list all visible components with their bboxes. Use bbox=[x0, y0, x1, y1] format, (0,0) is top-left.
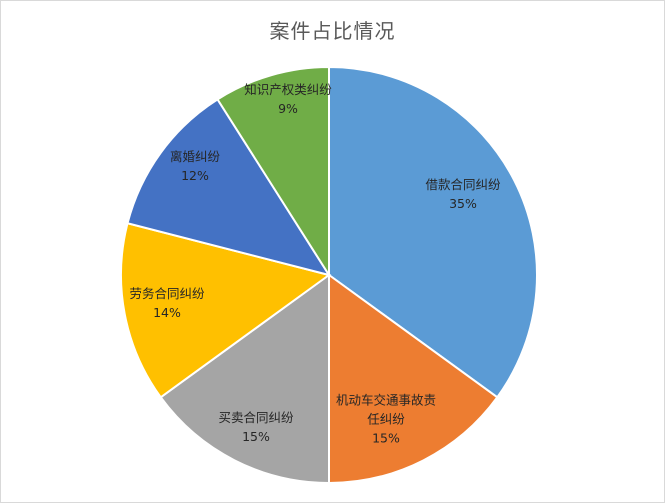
slice-percent-label: 35% bbox=[449, 196, 477, 211]
slice-name-label: 离婚纠纷 bbox=[170, 149, 221, 164]
slice-label-4: 劳务合同纠纷 14% bbox=[129, 286, 205, 320]
slice-percent-label: 15% bbox=[242, 429, 270, 444]
slice-name-label: 劳务合同纠纷 bbox=[129, 286, 205, 301]
pie-slice-2 bbox=[328, 273, 499, 485]
slice-label-5: 离婚纠纷 12% bbox=[170, 149, 221, 183]
slice-percent-label: 15% bbox=[372, 431, 400, 446]
slice-percent-label: 9% bbox=[278, 101, 298, 116]
chart-title: 案件占比情况 bbox=[269, 19, 396, 43]
slice-name-label: 任纠纷 bbox=[367, 412, 405, 427]
slice-label-1: 借款合同纠纷 35% bbox=[425, 177, 501, 211]
slice-name-label: 借款合同纠纷 bbox=[425, 177, 501, 192]
slice-name-label: 知识产权类纠纷 bbox=[244, 82, 332, 97]
slice-percent-label: 14% bbox=[153, 305, 181, 320]
slice-percent-label: 12% bbox=[181, 168, 209, 183]
slice-label-3: 买卖合同纠纷 15% bbox=[218, 410, 294, 444]
slice-name-label: 买卖合同纠纷 bbox=[218, 410, 294, 425]
pie-slice-6 bbox=[216, 65, 330, 279]
slice-name-label: 机动车交通事故责 bbox=[336, 393, 436, 408]
pie-slice-1 bbox=[328, 65, 538, 399]
pie-slice-3 bbox=[159, 273, 330, 485]
pie-slice-5 bbox=[126, 97, 332, 277]
pie-slice-4 bbox=[120, 222, 332, 399]
slice-label-6: 知识产权类纠纷 9% bbox=[244, 82, 332, 116]
